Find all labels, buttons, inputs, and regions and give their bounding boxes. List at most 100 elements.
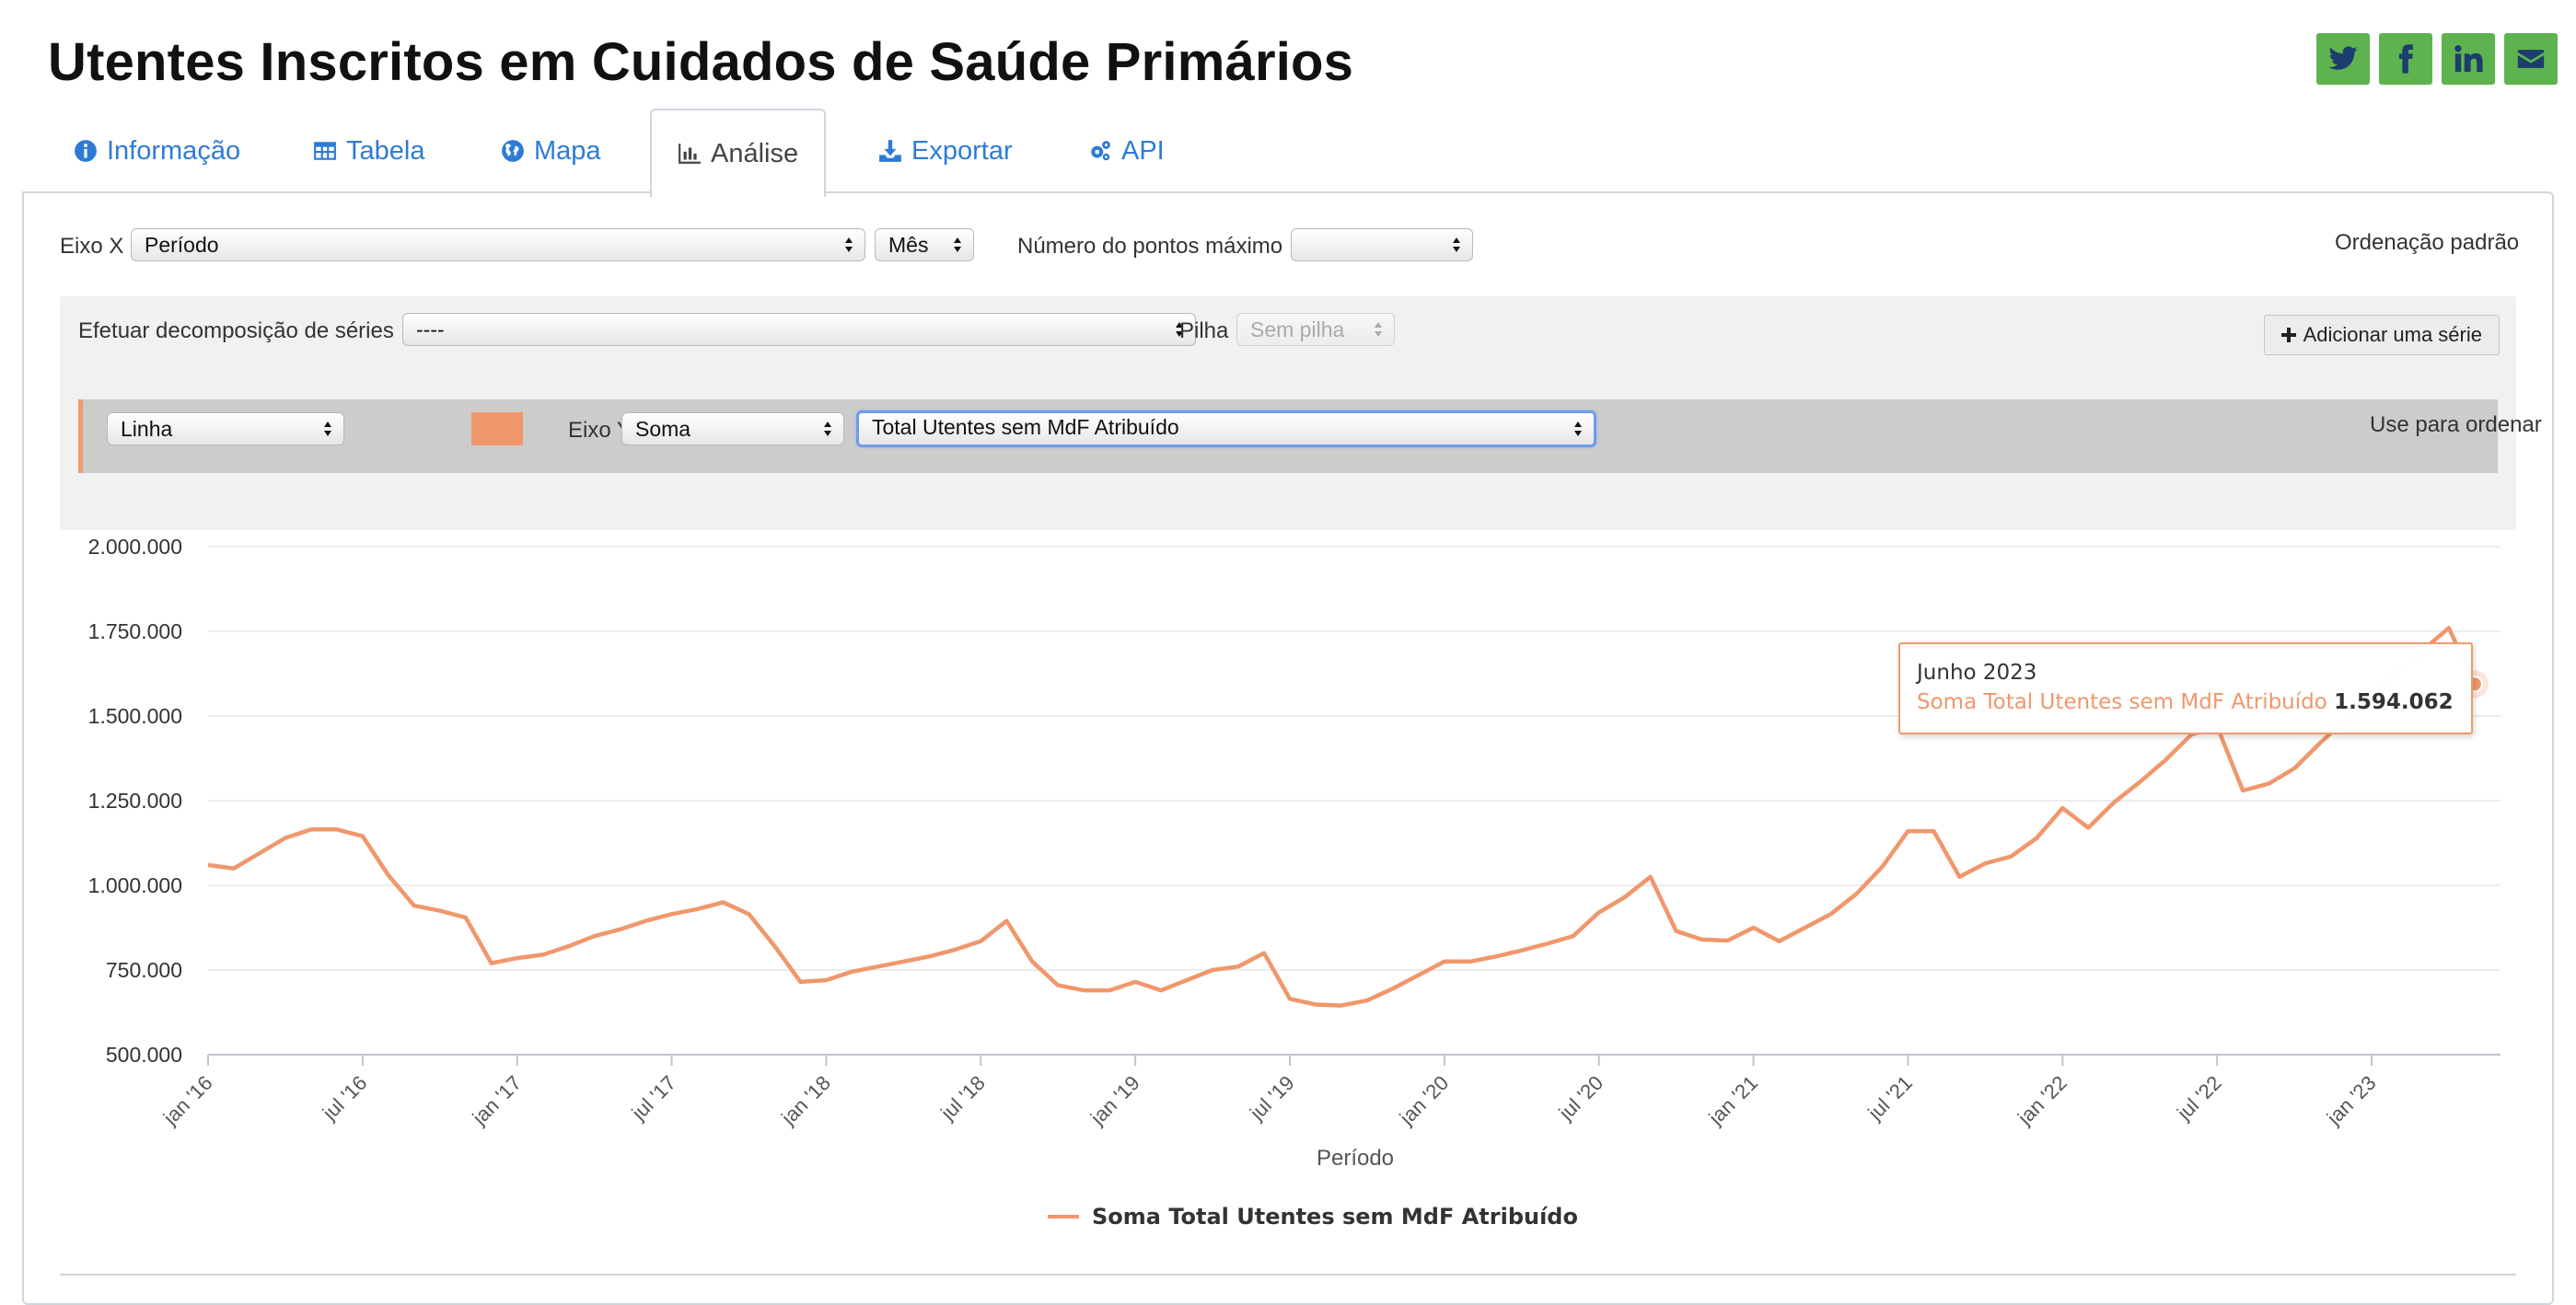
download-icon [879, 140, 901, 162]
tab-label: Tabela [346, 135, 425, 166]
max-points-select[interactable] [1291, 228, 1473, 261]
y-tick-label: 2.000.000 [88, 535, 182, 559]
x-tick-label: jan '22 [2013, 1071, 2071, 1130]
y-tick-label: 1.250.000 [88, 789, 182, 813]
globe-icon [502, 140, 524, 162]
plus-icon [2280, 328, 2296, 342]
tab-label: Análise [711, 138, 799, 168]
use-for-sort-label[interactable]: Use para ordenar [2370, 412, 2542, 437]
x-tick-label: jan '20 [1395, 1071, 1454, 1130]
x-tick-label: jul '22 [2172, 1071, 2226, 1126]
bottom-divider [60, 1274, 2516, 1276]
decomposition-value: ---- [416, 318, 445, 341]
series-color-swatch[interactable] [471, 412, 523, 445]
x-tick-label: jan '17 [467, 1071, 526, 1130]
chart-grid [208, 546, 2501, 1056]
granularity-select[interactable]: Mês [875, 228, 974, 261]
select-arrows-icon [1176, 322, 1183, 337]
x-tick-label: jan '19 [1085, 1071, 1144, 1130]
y-tick-label: 1.500.000 [88, 704, 182, 728]
tab-bar: Informação Tabela Mapa Análise Exportar … [22, 109, 2554, 197]
tab-exportar[interactable]: Exportar [878, 109, 1013, 193]
facebook-share-button[interactable] [2379, 33, 2432, 85]
y-axis-label: Eixo Y [568, 418, 632, 443]
series-line[interactable] [207, 626, 2477, 1008]
twitter-icon [2328, 46, 2358, 70]
granularity-value: Mês [888, 233, 929, 257]
tooltip-title: Junho 2023 [1917, 661, 2037, 685]
add-series-button[interactable]: Adicionar uma série [2263, 315, 2500, 355]
tooltip-value: 1.594.062 [2334, 690, 2454, 714]
stack-label: Pilha [1179, 318, 1229, 343]
twitter-share-button[interactable] [2316, 33, 2370, 85]
legend-series-label: Soma Total Utentes sem MdF Atribuído [1092, 1204, 1578, 1230]
tab-label: Exportar [911, 135, 1013, 166]
x-tick-label: jul '18 [935, 1071, 990, 1126]
aggregation-select[interactable]: Soma [621, 412, 844, 445]
y-tick-label: 750.000 [106, 958, 182, 982]
email-share-button[interactable] [2504, 33, 2558, 85]
series-type-select[interactable]: Linha [107, 412, 344, 445]
decomposition-label: Efetuar decomposição de séries [78, 318, 394, 343]
chart-legend[interactable]: Soma Total Utentes sem MdF Atribuído [1048, 1204, 1578, 1230]
x-axis-ticks: jan '16 jul '16 jan '17 jul '17 jan '18 jul '… [158, 1055, 2381, 1130]
series-config-box: Efetuar decomposição de séries ---- Pilh… [60, 296, 2542, 530]
social-share-bar [2316, 33, 2558, 85]
x-tick-label: jan '23 [2322, 1071, 2381, 1130]
bar-chart-icon [679, 144, 701, 164]
stack-value: Sem pilha [1250, 318, 1345, 341]
tooltip-series-name: Soma Total Utentes sem MdF Atribuído [1917, 690, 2327, 714]
x-tick-label: jul '17 [627, 1071, 681, 1126]
table-icon [314, 142, 336, 160]
series-field-value: Total Utentes sem MdF Atribuído [872, 415, 1179, 439]
tooltip-line: Soma Total Utentes sem MdF Atribuído 1.5… [1917, 690, 2454, 714]
x-tick-label: jan '16 [158, 1071, 217, 1130]
x-axis-title: Período [1317, 1146, 1394, 1171]
x-axis-value: Período [145, 233, 219, 257]
select-arrows-icon [845, 237, 853, 252]
x-tick-label: jul '20 [1554, 1071, 1608, 1126]
y-axis-ticks: 500.000 750.000 1.000.000 1.250.000 1.500.00… [88, 535, 182, 1067]
select-arrows-icon [324, 422, 331, 436]
tab-informacao[interactable]: Informação [74, 109, 240, 193]
select-arrows-icon [824, 422, 831, 436]
select-arrows-icon [954, 237, 961, 252]
add-series-label: Adicionar uma série [2303, 323, 2482, 346]
linkedin-share-button[interactable] [2442, 33, 2495, 85]
tab-analise[interactable]: Análise [650, 109, 827, 197]
tab-label: Informação [107, 135, 241, 166]
max-points-label: Número do pontos máximo [1017, 234, 1283, 259]
x-tick-label: jul '21 [1862, 1071, 1917, 1126]
legend-series-swatch [1048, 1215, 1079, 1218]
linkedin-icon [2454, 45, 2483, 73]
cogs-icon [1091, 141, 1110, 161]
series-field-select[interactable]: Total Utentes sem MdF Atribuído [856, 410, 1596, 447]
tab-tabela[interactable]: Tabela [313, 109, 424, 193]
y-tick-label: 500.000 [106, 1043, 182, 1067]
x-axis-label: Eixo X [60, 234, 124, 259]
y-tick-label: 1.000.000 [88, 873, 182, 897]
email-icon [2517, 50, 2545, 68]
x-tick-label: jul '16 [318, 1071, 372, 1126]
y-tick-label: 1.750.000 [88, 619, 182, 643]
tab-mapa[interactable]: Mapa [501, 109, 601, 193]
aggregation-value: Soma [635, 417, 691, 441]
x-axis-select[interactable]: Período [131, 228, 865, 261]
chart-tooltip: Junho 2023 Soma Total Utentes sem MdF At… [1898, 642, 2473, 734]
series-type-value: Linha [121, 417, 173, 441]
sort-default-label[interactable]: Ordenação padrão [2335, 230, 2520, 255]
stack-select[interactable]: Sem pilha [1236, 313, 1395, 346]
info-icon [75, 140, 97, 162]
series-row: Linha Eixo Y Soma Total Utentes sem MdF … [78, 399, 2542, 473]
tab-api[interactable]: API [1088, 109, 1165, 193]
x-tick-label: jan '21 [1703, 1071, 1762, 1130]
decomposition-select[interactable]: ---- [402, 313, 1196, 346]
x-tick-label: jul '19 [1245, 1071, 1299, 1126]
facebook-icon [2398, 44, 2413, 74]
tab-label: API [1121, 135, 1165, 166]
x-tick-label: jan '18 [776, 1071, 835, 1130]
select-arrows-icon [1453, 237, 1460, 252]
tab-label: Mapa [534, 135, 601, 166]
select-arrows-icon [1375, 322, 1382, 337]
page-title: Utentes Inscritos em Cuidados de Saúde P… [48, 32, 1354, 92]
